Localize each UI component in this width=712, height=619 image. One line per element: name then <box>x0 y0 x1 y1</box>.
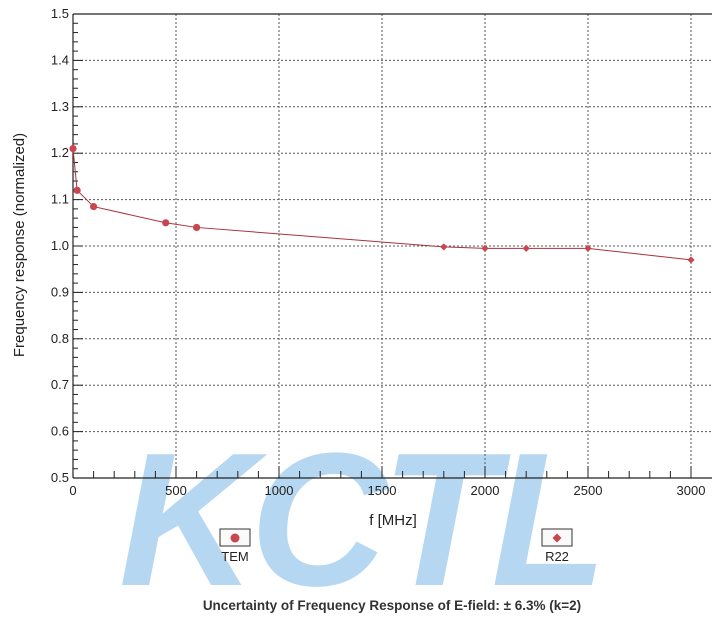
series <box>69 144 695 264</box>
y-tick-label: 1.5 <box>51 6 69 21</box>
x-tick-label: 1500 <box>368 483 397 498</box>
series-line <box>72 148 692 261</box>
watermark-text: KCTL <box>119 414 602 619</box>
chart-caption: Uncertainty of Frequency Response of E-f… <box>203 598 581 613</box>
data-point-tem <box>69 144 77 153</box>
data-point-r22 <box>522 244 530 252</box>
x-tick-label: 3000 <box>677 483 706 498</box>
legend: TEM R22 <box>219 528 573 564</box>
y-axis-label: Frequency response (normalized) <box>11 133 28 357</box>
x-tick-label: 2500 <box>574 483 603 498</box>
y-tick-label: 0.8 <box>51 331 69 346</box>
y-tick-label: 0.7 <box>51 377 69 392</box>
tick-marks <box>72 13 692 479</box>
y-tick-label: 1.0 <box>51 238 69 253</box>
tick-labels: 0.5 0.6 0.7 0.8 0.9 1.0 1.1 1.2 1.3 1.4 1.5 0 500 100… <box>51 6 706 498</box>
legend-label: TEM <box>221 549 248 564</box>
x-tick-label: 0 <box>69 483 76 498</box>
legend-marker-circle <box>230 533 240 543</box>
data-point-r22 <box>440 243 448 251</box>
data-point-r22 <box>481 244 489 252</box>
x-tick-label: 1000 <box>265 483 294 498</box>
legend-marker-diamond <box>552 533 562 543</box>
data-point-tem <box>90 202 98 211</box>
axes <box>72 13 712 479</box>
x-axis-label: f [MHz] <box>369 512 417 529</box>
y-tick-label: 0.5 <box>51 470 69 485</box>
legend-label: R22 <box>545 549 569 564</box>
watermark-logo: KCTL <box>119 414 608 619</box>
legend-item-r22: R22 <box>541 528 573 564</box>
grid <box>73 13 712 478</box>
legend-item-tem: TEM <box>219 528 251 564</box>
x-tick-label: 2000 <box>471 483 500 498</box>
data-point-tem <box>193 223 201 232</box>
y-tick-label: 1.1 <box>51 192 69 207</box>
x-tick-label: 500 <box>165 483 187 498</box>
data-point-tem <box>73 186 81 194</box>
y-tick-label: 0.9 <box>51 284 69 299</box>
data-point-r22 <box>687 256 695 264</box>
y-tick-label: 1.3 <box>51 99 69 114</box>
y-tick-label: 1.2 <box>51 145 69 160</box>
data-point-r22 <box>584 244 592 252</box>
data-point-tem <box>162 219 170 227</box>
y-tick-label: 1.4 <box>51 52 69 67</box>
y-tick-label: 0.6 <box>51 424 69 439</box>
